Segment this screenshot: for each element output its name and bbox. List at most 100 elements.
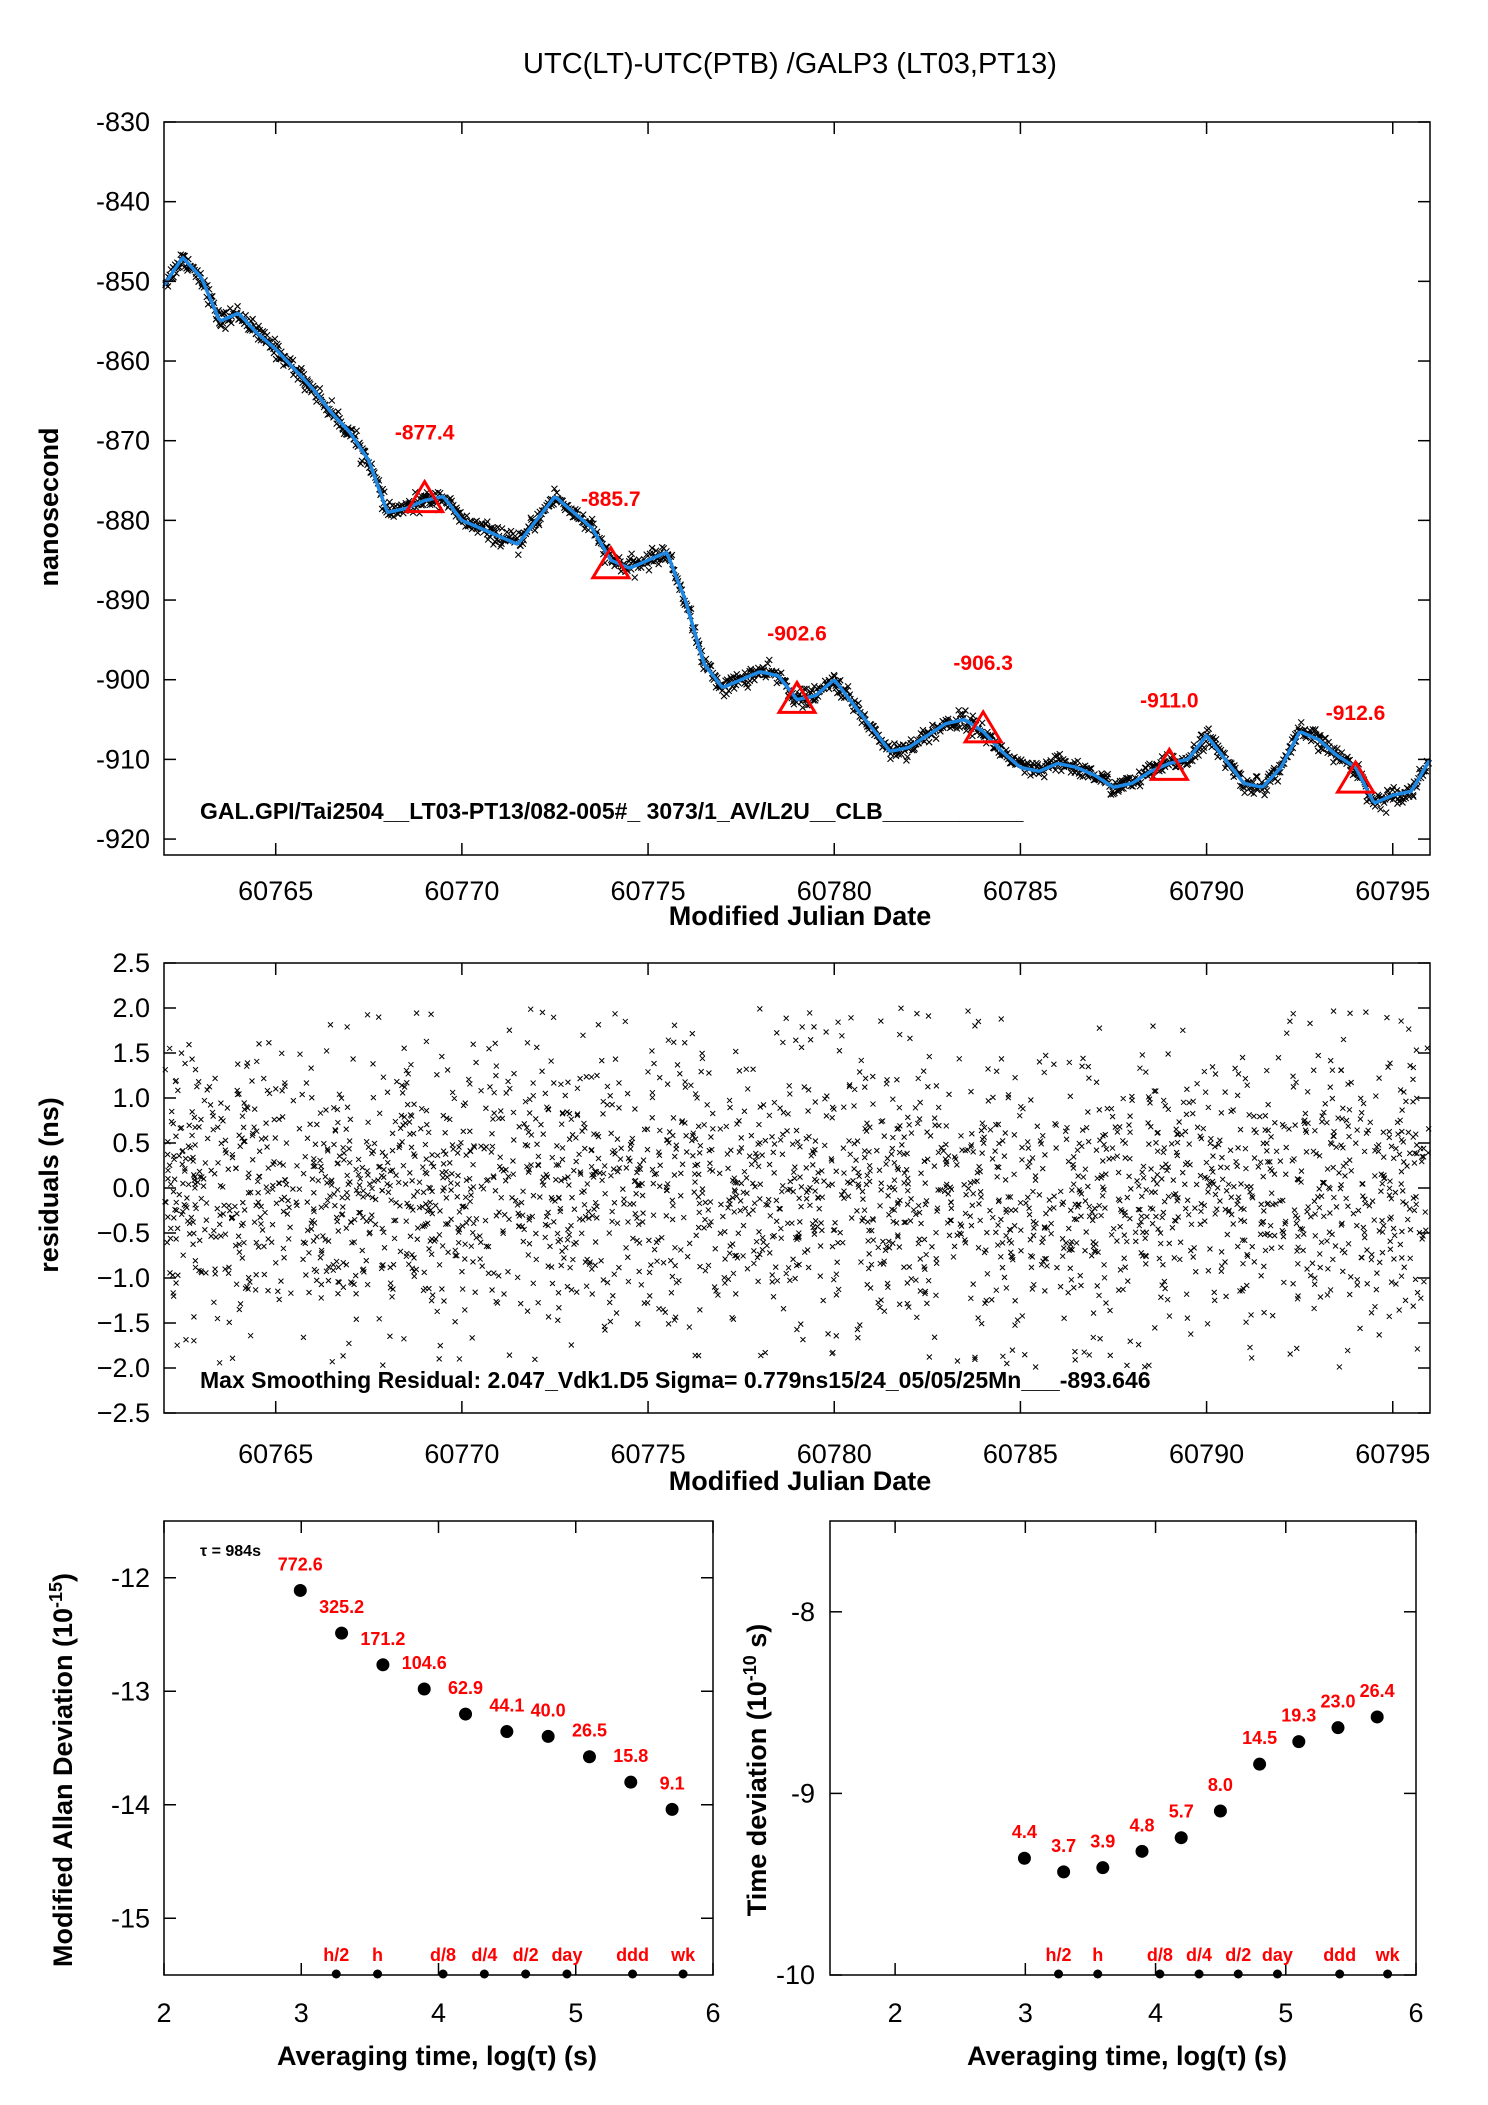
interval-marker	[479, 1969, 489, 1979]
y-tick-label: 2.0	[112, 993, 150, 1023]
data-point	[919, 726, 927, 734]
y-tick-label: -14	[111, 1790, 150, 1820]
time-offset-chart: -877.4 -885.7 -902.6 -906.3 -911.0 -912.6 607…	[34, 107, 1433, 931]
data-point	[335, 1626, 349, 1640]
data-point	[645, 566, 653, 574]
y-tick-label: -9	[791, 1778, 815, 1808]
interval-label: day	[551, 1945, 582, 1965]
point-label: 14.5	[1242, 1728, 1277, 1748]
interval-label: ddd	[616, 1945, 649, 1965]
marker-label: -906.3	[953, 652, 1013, 675]
point-label: 772.6	[278, 1554, 323, 1574]
interval-marker	[521, 1969, 531, 1979]
y-tick-label: -13	[111, 1676, 150, 1706]
data-point	[289, 356, 297, 364]
data-point	[417, 1682, 431, 1696]
y-tick-label: −2.5	[97, 1398, 150, 1428]
interval-marker	[1194, 1969, 1204, 1979]
y-tick-label: 1.5	[112, 1038, 150, 1068]
x-tick-label: 60770	[424, 1439, 499, 1469]
point-label: 19.3	[1281, 1706, 1316, 1726]
y-tick-label: -890	[96, 585, 150, 615]
data-point	[551, 485, 558, 493]
interval-label: d/4	[1186, 1945, 1212, 1965]
y-tick-label: -8	[791, 1597, 815, 1627]
y-axis-label-main: Modified Allan Deviation (10	[48, 1608, 78, 1967]
interval-marker	[373, 1969, 383, 1979]
x-tick-label: 2	[156, 1998, 171, 2028]
y-tick-label: -900	[96, 665, 150, 695]
data-point	[588, 515, 596, 523]
data-point	[1331, 1721, 1345, 1735]
y-tick-label: −1.5	[97, 1308, 150, 1338]
data-point	[962, 727, 970, 734]
data-point	[764, 660, 772, 667]
data-point	[483, 518, 491, 526]
data-point	[811, 696, 819, 704]
y-tick-label: -10	[776, 1960, 815, 1990]
x-tick-label: 60770	[424, 876, 499, 906]
data-point	[854, 699, 862, 707]
data-point	[978, 719, 986, 727]
y-tick-label: -840	[96, 187, 150, 217]
data-point	[507, 527, 515, 535]
data-point	[1292, 1735, 1306, 1749]
point-label: 9.1	[660, 1773, 685, 1793]
interval-label: d/2	[513, 1945, 539, 1965]
x-axis-label: Averaging time, log(τ) (s)	[967, 2041, 1287, 2071]
y-tick-label: −2.0	[97, 1353, 150, 1383]
data-point	[1370, 1710, 1384, 1724]
tau-note: τ = 984s	[200, 1543, 261, 1560]
data-point	[459, 1707, 473, 1721]
data-point	[553, 489, 561, 497]
data-point	[222, 325, 229, 333]
interval-label: d/8	[430, 1945, 456, 1965]
interval-label: wk	[670, 1945, 696, 1965]
data-point	[376, 1658, 390, 1672]
data-point	[765, 656, 773, 664]
x-tick-label: 60775	[611, 1439, 686, 1469]
point-label: 4.8	[1129, 1815, 1154, 1835]
data-point	[334, 408, 342, 416]
data-point	[808, 687, 816, 694]
data-point	[353, 427, 360, 435]
x-tick-label: 60785	[983, 876, 1058, 906]
data-point	[904, 753, 911, 761]
interval-marker	[331, 1969, 341, 1979]
data-point	[1096, 1861, 1110, 1875]
point-label: 15.8	[613, 1746, 648, 1766]
interval-label: h	[372, 1945, 383, 1965]
marker-label: -902.6	[767, 622, 827, 645]
data-point	[581, 525, 589, 533]
data-point	[741, 669, 749, 677]
marker-label: -877.4	[395, 422, 455, 445]
y-tick-label: −0.5	[97, 1218, 150, 1248]
interval-marker	[678, 1969, 688, 1979]
data-point	[227, 319, 235, 327]
marker-label: -911.0	[1140, 689, 1198, 712]
data-point	[725, 687, 733, 695]
data-point	[723, 690, 730, 698]
marker-label: -885.7	[581, 488, 641, 511]
data-point	[1017, 1851, 1031, 1865]
data-point	[328, 397, 336, 404]
data-point	[535, 521, 543, 529]
x-tick-label: 3	[294, 1998, 309, 2028]
interval-marker	[1093, 1969, 1103, 1979]
interval-marker	[1335, 1969, 1345, 1979]
data-point	[631, 574, 639, 581]
interval-label: d/2	[1225, 1945, 1251, 1965]
y-tick-label: -880	[96, 505, 150, 535]
data-point	[474, 529, 482, 536]
data-point	[463, 512, 471, 520]
interval-marker	[1233, 1969, 1243, 1979]
point-label: 44.1	[489, 1696, 524, 1716]
y-tick-label: -830	[96, 107, 150, 137]
data-point	[222, 308, 230, 316]
data-point	[263, 331, 271, 339]
point-label: 3.9	[1090, 1832, 1115, 1852]
x-axis-label: Averaging time, log(τ) (s)	[277, 2041, 597, 2071]
interval-label: day	[1262, 1945, 1293, 1965]
y-axis-label-exponent: -10	[740, 1655, 760, 1681]
data-point	[624, 1775, 638, 1789]
